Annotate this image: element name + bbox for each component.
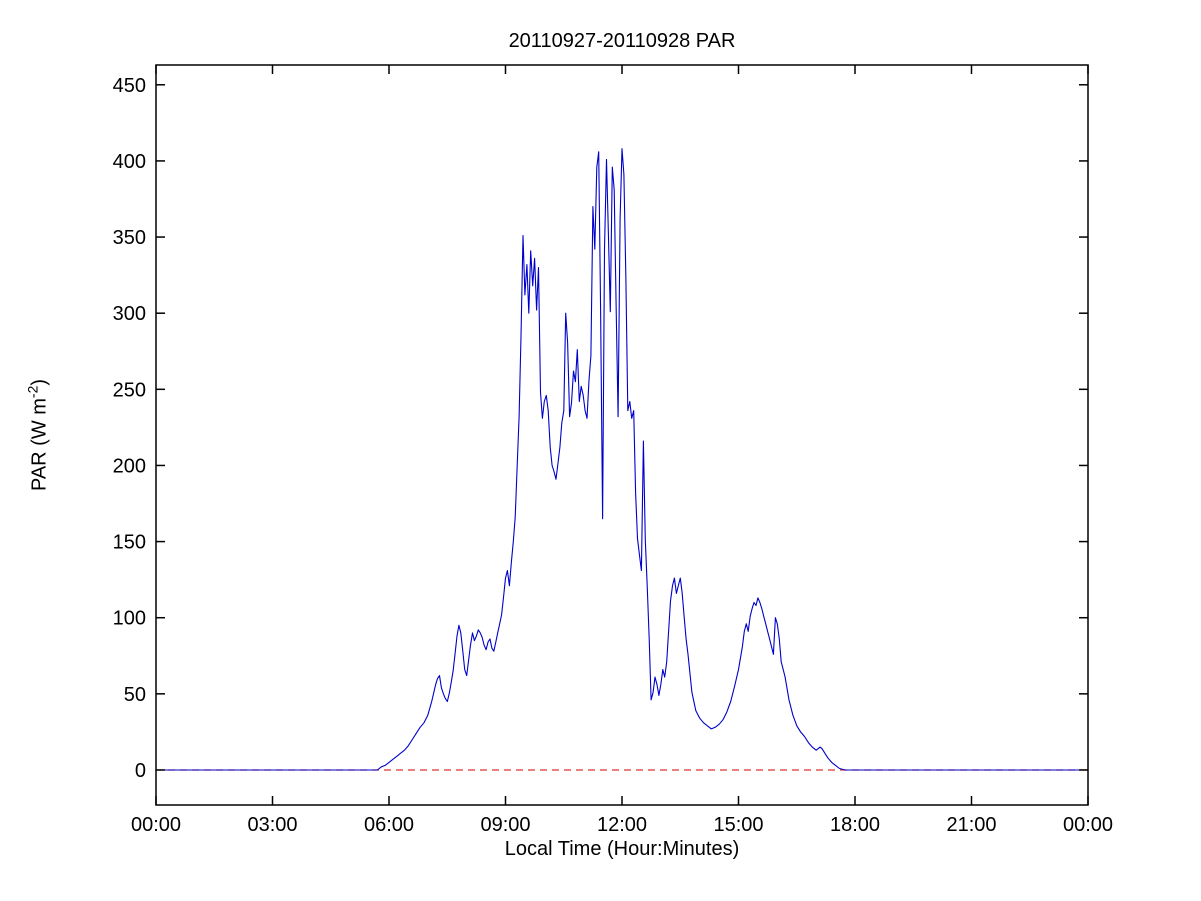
y-tick-label: 0 [135, 760, 146, 782]
x-tick-label: 00:00 [131, 814, 181, 836]
y-tick-label: 150 [113, 532, 146, 554]
series-line-par [156, 148, 1088, 771]
y-tick-label: 250 [113, 379, 146, 401]
x-tick-label: 21:00 [946, 814, 996, 836]
y-tick-label: 200 [113, 455, 146, 477]
x-tick-label: 15:00 [713, 814, 763, 836]
x-tick-label: 06:00 [364, 814, 414, 836]
x-tick-label: 12:00 [597, 814, 647, 836]
y-tick-label: 450 [113, 75, 146, 97]
x-tick-label: 00:00 [1063, 814, 1113, 836]
y-tick-label: 300 [113, 303, 146, 325]
x-tick-label: 18:00 [830, 814, 880, 836]
x-tick-label: 03:00 [247, 814, 297, 836]
y-tick-label: 50 [124, 684, 146, 706]
chart-title: 20110927-20110928 PAR [508, 30, 736, 52]
y-tick-label: 400 [113, 151, 146, 173]
y-axis-label: PAR (W m-2) [25, 379, 52, 491]
y-axis-label-exponent: -2 [24, 385, 41, 399]
y-axis-label-prefix: PAR (W m [28, 398, 51, 492]
y-axis-label-suffix: ) [28, 378, 51, 386]
y-tick-label: 350 [113, 227, 146, 249]
x-tick-label: 09:00 [480, 814, 530, 836]
axis-box [155, 64, 1089, 806]
y-tick-label: 100 [113, 608, 146, 630]
x-axis-label: Local Time (Hour:Minutes) [504, 838, 740, 860]
